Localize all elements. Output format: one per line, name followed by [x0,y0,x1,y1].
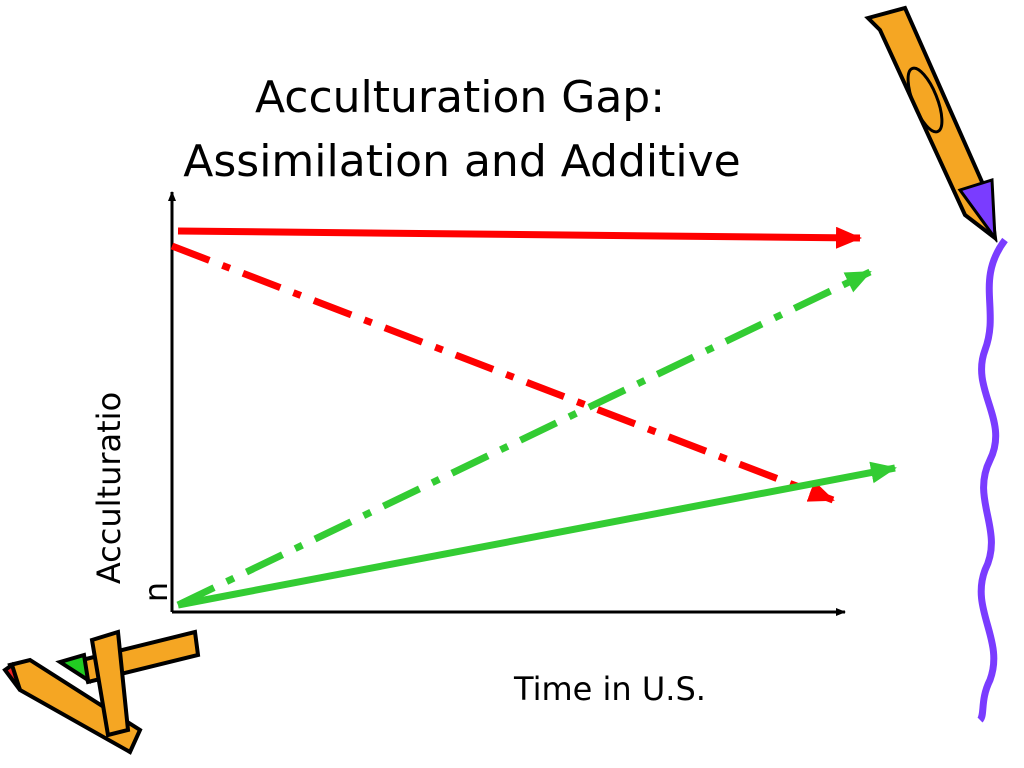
y-axis-label: n [137,582,175,602]
squiggle-border [977,237,1008,723]
y-axis-label: Acculturatio [90,392,128,584]
red-solid-arrow [177,226,862,249]
pencil-tip [2,661,22,692]
axes [168,191,846,616]
pencil-tip [957,177,997,243]
trend-lines [170,226,897,609]
pencil-detail [906,66,944,134]
title-line: Assimilation and Additive [183,136,740,187]
pencils-bottom-left [2,629,201,755]
red-dashdot-arrow [170,242,835,504]
pencil-top-right [864,5,998,243]
green-solid-arrow [177,461,897,609]
title-line: Acculturation Gap: [255,72,665,123]
pencil-tip [55,652,91,685]
pencil-body [89,629,131,738]
x-axis-label: Time in U.S. [513,670,706,708]
green-dashdot-arrow [176,268,872,609]
